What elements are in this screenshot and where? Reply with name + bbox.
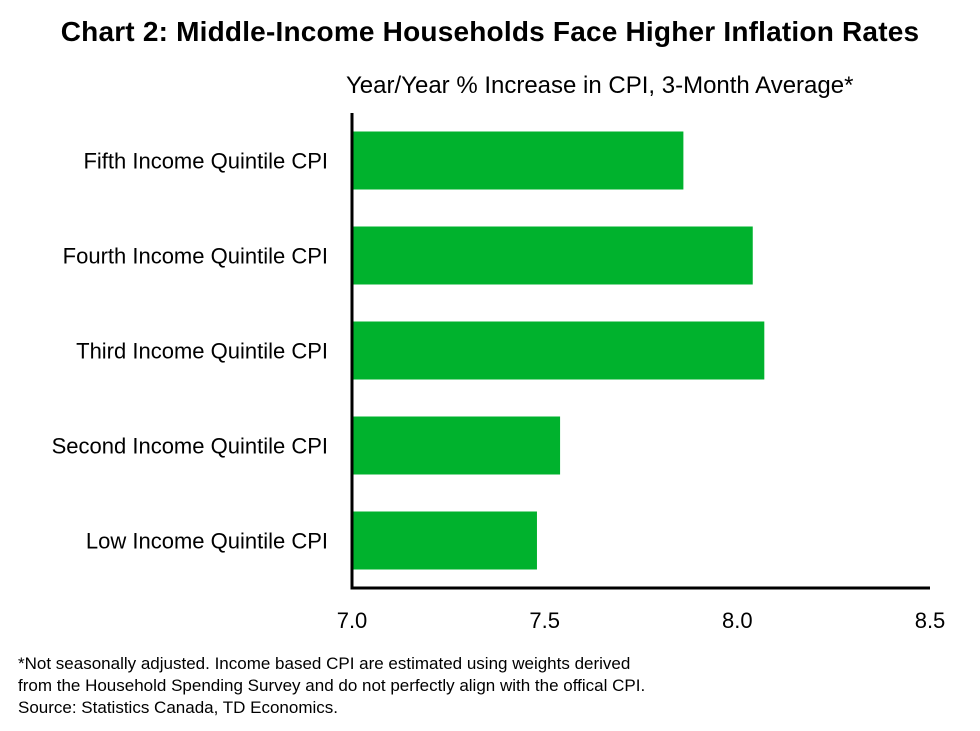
category-label-1: Fifth Income Quintile CPI <box>83 149 328 174</box>
category-label-4: Second Income Quintile CPI <box>52 434 328 459</box>
category-label-2: Fourth Income Quintile CPI <box>63 244 328 269</box>
x-tick-label-4: 8.5 <box>915 608 946 633</box>
bar-1 <box>352 131 684 190</box>
bar-3 <box>352 321 765 380</box>
footnote-line-3: Source: Statistics Canada, TD Economics. <box>18 698 338 717</box>
footnote: *Not seasonally adjusted. Income based C… <box>18 653 645 719</box>
x-tick-label-1: 7.0 <box>337 608 368 633</box>
bars-group <box>352 131 765 570</box>
category-label-3: Third Income Quintile CPI <box>76 339 328 364</box>
footnote-line-1: *Not seasonally adjusted. Income based C… <box>18 654 631 673</box>
x-tick-label-2: 7.5 <box>529 608 560 633</box>
category-labels: Fifth Income Quintile CPI Fourth Income Q… <box>52 149 328 554</box>
footnote-line-2: from the Household Spending Survey and d… <box>18 676 646 695</box>
bar-2 <box>352 226 753 285</box>
chart-title: Chart 2: Middle-Income Households Face H… <box>60 16 920 47</box>
category-label-5: Low Income Quintile CPI <box>86 529 328 554</box>
bar-4 <box>352 416 561 475</box>
x-axis-ticks: 7.0 7.5 8.0 8.5 <box>337 608 946 633</box>
x-tick-label-3: 8.0 <box>722 608 753 633</box>
bar-5 <box>352 511 537 570</box>
chart-subtitle: Year/Year % Increase in CPI, 3-Month Ave… <box>346 72 854 99</box>
